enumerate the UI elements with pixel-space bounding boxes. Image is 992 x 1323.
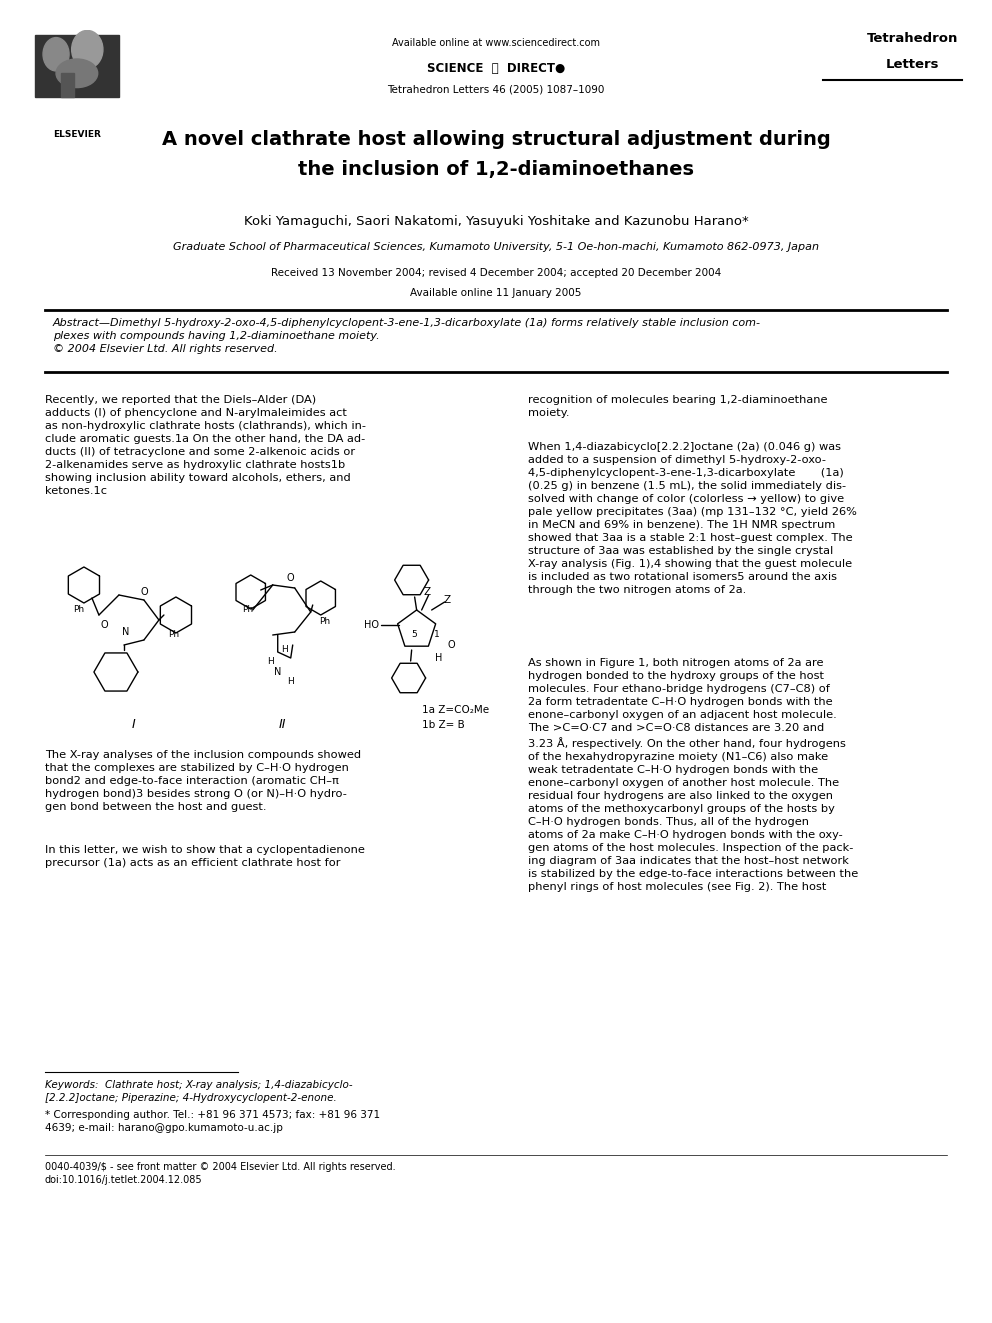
Text: 1: 1 xyxy=(434,631,439,639)
Text: Received 13 November 2004; revised 4 December 2004; accepted 20 December 2004: Received 13 November 2004; revised 4 Dec… xyxy=(271,269,721,278)
Text: The X-ray analyses of the inclusion compounds showed
that the complexes are stab: The X-ray analyses of the inclusion comp… xyxy=(45,750,361,812)
Text: Z: Z xyxy=(443,595,450,605)
Text: SCIENCE  ⓓ  DIRECT●: SCIENCE ⓓ DIRECT● xyxy=(427,62,565,75)
Text: H: H xyxy=(268,658,274,667)
Text: Tetrahedron Letters 46 (2005) 1087–1090: Tetrahedron Letters 46 (2005) 1087–1090 xyxy=(387,85,605,95)
Text: H: H xyxy=(434,654,442,663)
Text: Graduate School of Pharmaceutical Sciences, Kumamoto University, 5-1 Oe-hon-mach: Graduate School of Pharmaceutical Scienc… xyxy=(173,242,819,251)
Text: * Corresponding author. Tel.: +81 96 371 4573; fax: +81 96 371
4639; e-mail: har: * Corresponding author. Tel.: +81 96 371… xyxy=(45,1110,380,1132)
Text: When 1,4-diazabicyclo[2.2.2]octane (2a) (0.046 g) was
added to a suspension of d: When 1,4-diazabicyclo[2.2.2]octane (2a) … xyxy=(528,442,857,595)
Text: Available online at www.sciencedirect.com: Available online at www.sciencedirect.co… xyxy=(392,38,600,48)
Text: Recently, we reported that the Diels–Alder (DA)
adducts (I) of phencyclone and N: Recently, we reported that the Diels–Ald… xyxy=(45,396,366,496)
Text: Ph: Ph xyxy=(242,606,253,614)
Text: ELSEVIER: ELSEVIER xyxy=(53,131,101,139)
Text: I: I xyxy=(132,718,136,732)
Text: N: N xyxy=(274,667,282,677)
Text: O: O xyxy=(447,640,455,650)
Text: recognition of molecules bearing 1,2-diaminoethane
moiety.: recognition of molecules bearing 1,2-dia… xyxy=(528,396,827,418)
Ellipse shape xyxy=(56,60,98,87)
Text: HO: HO xyxy=(364,620,379,630)
Text: O: O xyxy=(100,620,108,630)
Text: Abstract—Dimethyl 5-hydroxy-2-oxo-4,5-diphenylcyclopent-3-ene-1,3-dicarboxylate : Abstract—Dimethyl 5-hydroxy-2-oxo-4,5-di… xyxy=(53,318,761,355)
Text: In this letter, we wish to show that a cyclopentadienone
precursor (1a) acts as : In this letter, we wish to show that a c… xyxy=(45,845,364,868)
Text: 1a Z=CO₂Me: 1a Z=CO₂Me xyxy=(422,705,489,714)
Bar xyxy=(36,36,119,97)
Text: Keywords:  Clathrate host; X-ray analysis; 1,4-diazabicyclo-
[2.2.2]octane; Pipe: Keywords: Clathrate host; X-ray analysis… xyxy=(45,1080,352,1103)
Text: As shown in Figure 1, both nitrogen atoms of 2a are
hydrogen bonded to the hydro: As shown in Figure 1, both nitrogen atom… xyxy=(528,658,858,892)
Text: Koki Yamaguchi, Saori Nakatomi, Yasuyuki Yoshitake and Kazunobu Harano*: Koki Yamaguchi, Saori Nakatomi, Yasuyuki… xyxy=(244,216,748,228)
Text: Ph: Ph xyxy=(73,606,84,614)
Text: the inclusion of 1,2-diaminoethanes: the inclusion of 1,2-diaminoethanes xyxy=(298,160,694,179)
Text: 5: 5 xyxy=(412,631,418,639)
Text: O: O xyxy=(140,587,148,597)
Text: Tetrahedron: Tetrahedron xyxy=(867,32,958,45)
Text: A novel clathrate host allowing structural adjustment during: A novel clathrate host allowing structur… xyxy=(162,130,830,149)
Text: Ph: Ph xyxy=(319,618,330,627)
Text: 0040-4039/$ - see front matter © 2004 Elsevier Ltd. All rights reserved.
doi:10.: 0040-4039/$ - see front matter © 2004 El… xyxy=(45,1162,395,1185)
Text: 1b Z= B: 1b Z= B xyxy=(422,720,464,730)
Bar xyxy=(62,73,73,97)
Text: Letters: Letters xyxy=(886,58,939,71)
Ellipse shape xyxy=(71,30,103,69)
Text: II: II xyxy=(279,718,287,732)
Text: H: H xyxy=(282,646,288,655)
Text: N: N xyxy=(122,627,130,636)
Text: Z: Z xyxy=(423,587,431,597)
Text: Ph: Ph xyxy=(169,631,180,639)
Text: O: O xyxy=(287,573,295,583)
Text: Available online 11 January 2005: Available online 11 January 2005 xyxy=(411,288,581,298)
Text: H: H xyxy=(288,677,294,687)
Ellipse shape xyxy=(43,37,69,71)
